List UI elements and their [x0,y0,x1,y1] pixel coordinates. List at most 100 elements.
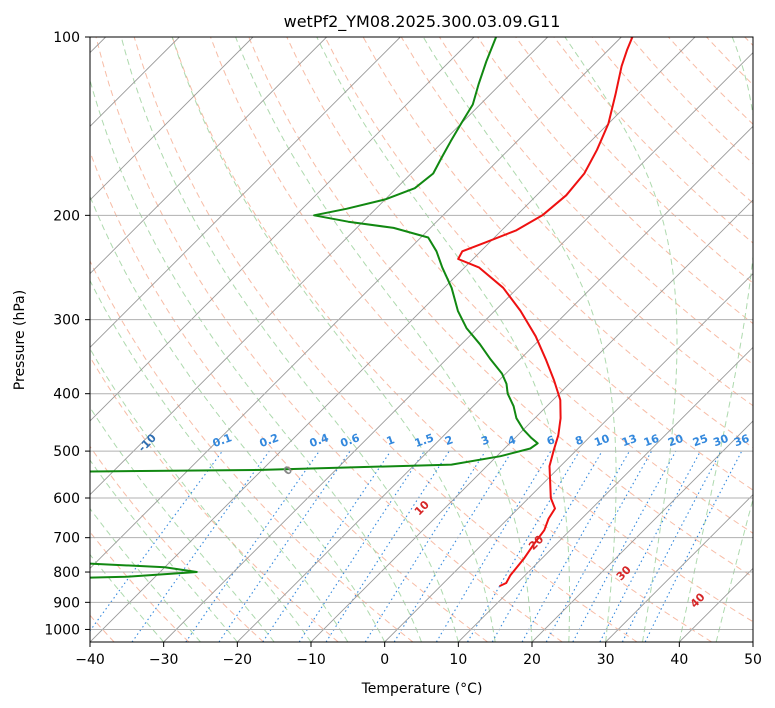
y-axis-label: Pressure (hPa) [12,290,28,390]
isotherm-line [458,346,753,642]
y-tick-label: 1000 [44,622,80,638]
moist-adiabat-line [316,37,571,642]
mixing-ratio-label: 0.1 [211,431,234,450]
dry-adiabats [90,37,753,642]
isotherm-line [384,273,753,642]
mixing-ratio-label: 4 [506,433,518,448]
mixing-ratio-line [364,450,486,642]
moist-adiabat-line [90,459,238,642]
y-tick-label: 200 [53,208,80,224]
mixing-ratio-label: 10 [593,432,612,450]
dry-adiabat-line [553,37,753,244]
y-axis-ticks: 100 200 300 400 500 600 700 800 900 1000 [44,30,90,638]
moist-adiabat-line [120,37,459,642]
dry-adiabat-label: -20 [56,400,79,423]
mixing-ratio-line [90,450,223,632]
mixing-ratio-label: 13 [620,432,639,449]
dry-adiabat-line [286,37,753,534]
mixing-ratio-label: 0.2 [258,431,281,450]
dry-adiabat-line [90,259,414,642]
mixing-ratio-label: 25 [691,432,710,449]
dry-adiabat-line [744,37,753,47]
isotherm-line [605,494,753,642]
x-tick-label: 40 [670,652,688,668]
isotherms [90,37,753,642]
moist-adiabat-line [90,347,312,642]
isotherm-line [90,37,401,348]
moist-adiabat-line [90,507,201,642]
mixing-ratio-label: 30 [711,432,730,450]
dry-adiabat-label: -30 [0,361,1,384]
dewpoint-line [90,37,539,579]
temperature-line [457,37,634,588]
isotherm-line [679,567,753,642]
mixing-ratio-label: 1.5 [413,431,436,450]
x-axis-label: Temperature (°C) [361,681,483,697]
isotherm-line [163,52,753,642]
y-tick-label: 900 [53,595,80,611]
moist-adiabat-line [171,37,496,642]
mixing-ratio-line [393,450,513,642]
mixing-ratio-line [131,450,270,642]
profile-series [90,37,634,588]
isotherm-line [237,125,753,642]
dry-adiabat-line [591,37,753,204]
dry-adiabat-line [210,37,753,623]
mixing-ratio-line [545,450,653,642]
x-tick-label: −10 [296,652,326,668]
dry-adiabat-line [248,37,753,578]
y-tick-label: 600 [53,491,80,507]
moist-adiabat-label: 40 [688,590,708,610]
isotherm-line [90,37,622,569]
dry-adiabat-line [90,445,264,642]
line-labels: -100-90-80-70-60-50-40-30-20-10010203040… [0,361,752,610]
x-tick-label: 0 [380,652,389,668]
mixing-ratio-line [325,450,450,642]
x-tick-label: 10 [449,652,467,668]
x-axis-ticks: −40 −30 −20 −10 0 10 20 30 40 50 [75,642,762,668]
dry-adiabat-line [477,37,753,325]
mixing-ratio-line [572,450,677,642]
isobars [90,37,753,630]
moist-adiabat-line [235,37,533,642]
isotherm-line [90,37,548,496]
y-tick-label: 400 [53,387,80,403]
moist-adiabat-label: 10 [412,498,432,518]
mixing-ratio-label: 0.4 [308,431,331,450]
dry-adiabat-line [668,37,753,125]
dry-adiabat-line [133,37,638,642]
dry-adiabat-line [706,37,753,86]
mixing-ratio-label: 3 [479,433,491,448]
isotherm-line [310,199,753,642]
dry-adiabat-line [324,37,753,491]
mixing-ratio-label: 0.6 [339,431,362,450]
mixing-ratio-label: 8 [573,433,585,448]
isotherm-line [90,37,475,422]
y-tick-label: 100 [53,30,80,46]
mixing-ratio-label: 36 [732,432,751,450]
x-tick-label: 30 [597,652,615,668]
x-tick-label: −20 [223,652,253,668]
dry-adiabat-line [90,356,339,642]
y-tick-label: 700 [53,531,80,547]
dry-adiabat-line [90,150,488,642]
x-tick-label: −40 [75,652,105,668]
y-tick-label: 500 [53,444,80,460]
moist-adiabat-label: 30 [614,563,634,583]
mixing-ratio-line [599,450,701,642]
dry-adiabat-line [90,531,190,642]
moist-adiabat-line [90,406,275,642]
moist-adiabats [90,37,753,642]
isotherm-line [752,641,753,642]
dry-adiabat-line [95,37,563,642]
mixing-ratio-lines [90,450,743,642]
moist-adiabat-label: 0 [281,463,296,478]
y-tick-label: 800 [53,565,80,581]
isotherm-line [90,37,327,275]
mixing-ratio-line [298,450,425,642]
mixing-ratio-line [185,450,320,642]
mixing-ratio-label: 1 [385,433,397,448]
moist-adiabat-line [90,78,422,642]
isotherm-line [90,37,254,201]
